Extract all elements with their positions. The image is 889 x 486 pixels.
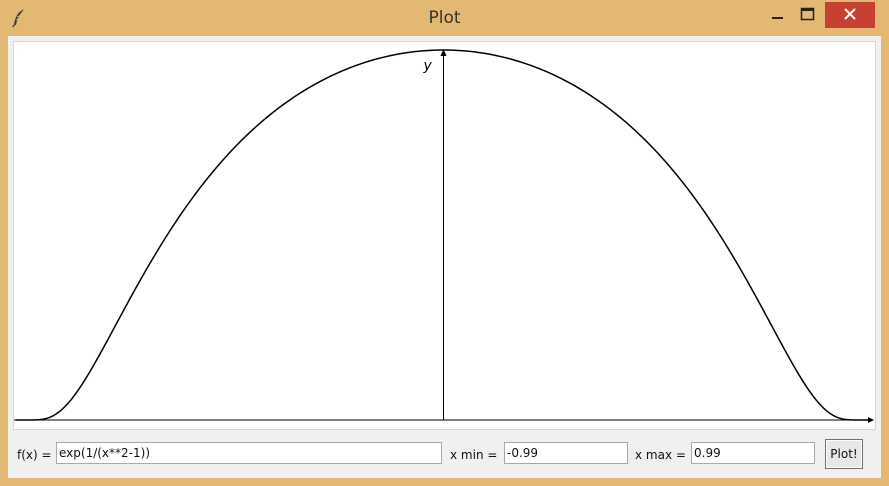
xmin-input[interactable]: -0.99 [504,442,628,464]
client-area: y f(x) = exp(1/(x**2-1)) x min = -0.99 x… [8,36,881,478]
maximize-button[interactable] [794,2,822,28]
plot-button[interactable]: Plot! [825,439,863,469]
y-axis-label: y [423,58,433,74]
close-button[interactable] [825,2,875,28]
minimize-button[interactable] [765,2,791,28]
function-curve [16,49,871,421]
maximize-icon [800,6,816,25]
feather-icon [10,8,28,28]
title-bar[interactable]: Plot [0,0,889,36]
xmin-label: x min = [450,448,498,462]
y-axis-arrowhead [440,49,447,56]
fx-label: f(x) = [17,448,52,462]
xmax-label: x max = [635,448,686,462]
plot-canvas: y [13,41,876,430]
xmax-input[interactable]: 0.99 [691,442,815,464]
minimize-icon [771,6,785,25]
function-input[interactable]: exp(1/(x**2-1)) [56,442,442,464]
control-bar: f(x) = exp(1/(x**2-1)) x min = -0.99 x m… [8,434,881,478]
close-icon [843,6,857,25]
plot-svg: y [14,49,874,423]
window-title: Plot [428,8,461,28]
